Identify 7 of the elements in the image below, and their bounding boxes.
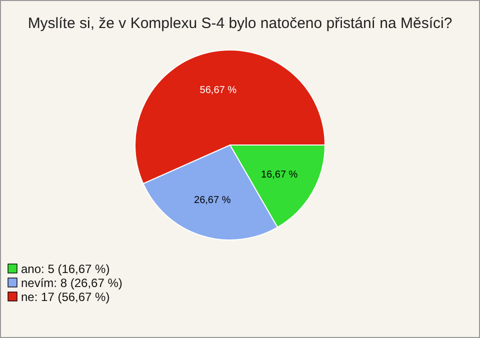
legend-label: nevím: 8 (26,67 %) — [21, 276, 122, 290]
legend-label: ne: 17 (56,67 %) — [21, 290, 110, 304]
chart-title: Myslíte si, že v Komplexu S-4 bylo natočeno přistání na Měsíci? — [28, 15, 452, 32]
data-label: 26,67 % — [194, 195, 231, 206]
data-label: 16,67 % — [261, 170, 298, 181]
legend-label: ano: 5 (16,67 %) — [21, 262, 110, 276]
data-label: 56,67 % — [200, 85, 237, 96]
